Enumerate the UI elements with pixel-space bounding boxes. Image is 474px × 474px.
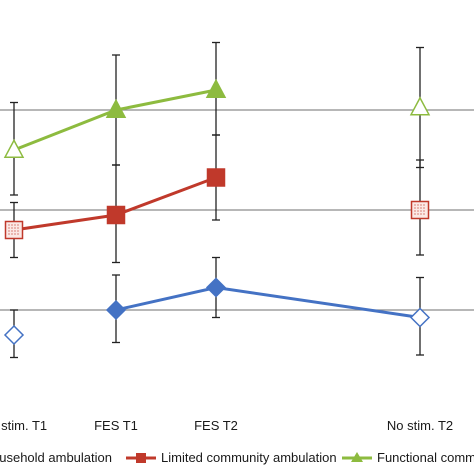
x-tick-label: No stim. T1 <box>0 418 47 433</box>
marker-texture-dot <box>8 230 10 232</box>
series-line <box>115 285 421 319</box>
marker-texture-dot <box>11 227 13 229</box>
marker-texture-dot <box>11 233 13 235</box>
data-point-marker <box>205 78 227 98</box>
data-point-marker <box>105 299 127 321</box>
series-layer <box>3 41 431 359</box>
x-tick-label: FES T1 <box>94 418 138 433</box>
legend-marker <box>351 452 363 462</box>
marker-texture-dot <box>11 230 13 232</box>
series-markers <box>3 78 431 346</box>
x-tick-label: FES T2 <box>194 418 238 433</box>
marker-texture-dot <box>423 210 425 212</box>
marker-texture-dot <box>423 204 425 206</box>
data-point-marker <box>106 205 126 225</box>
marker-texture-dot <box>420 213 422 215</box>
marker-texture-dot <box>420 204 422 206</box>
marker-texture-dot <box>17 227 19 229</box>
gridlines <box>0 109 474 311</box>
data-point-marker <box>206 168 226 187</box>
marker-texture-dot <box>420 207 422 209</box>
marker-texture-dot <box>17 230 19 232</box>
data-point-marker <box>3 138 25 158</box>
marker-texture-dot <box>17 233 19 235</box>
marker-texture-dot <box>414 207 416 209</box>
data-point-marker <box>3 324 25 346</box>
marker-texture-dot <box>414 204 416 206</box>
series-line <box>13 88 217 152</box>
marker-texture-dot <box>423 207 425 209</box>
marker-texture-dot <box>14 224 16 226</box>
marker-texture-dot <box>417 204 419 206</box>
marker-texture-dot <box>417 210 419 212</box>
data-point-marker <box>409 96 431 116</box>
marker-texture-dot <box>14 227 16 229</box>
legend: Household ambulation Limited community am… <box>0 450 474 465</box>
marker-texture-dot <box>414 210 416 212</box>
marker-texture-dot <box>14 233 16 235</box>
data-point-marker <box>105 98 127 118</box>
data-point-marker <box>410 200 430 220</box>
marker-texture-dot <box>417 213 419 215</box>
marker-texture-dot <box>11 224 13 226</box>
marker-texture-dot <box>17 224 19 226</box>
marker-texture-dot <box>423 213 425 215</box>
marker-texture-dot <box>420 210 422 212</box>
marker-texture-dot <box>8 224 10 226</box>
data-point-marker <box>4 220 24 240</box>
data-point-marker <box>409 307 431 328</box>
x-axis-tick-labels: No stim. T1 FES T1 FES T2 No stim. T2 <box>0 418 453 433</box>
legend-label: Functional community ambulation <box>377 450 474 465</box>
x-tick-label: No stim. T2 <box>387 418 453 433</box>
data-point-marker <box>205 277 227 298</box>
marker-texture-dot <box>417 207 419 209</box>
legend-label: Household ambulation <box>0 450 112 465</box>
marker-texture-dot <box>14 230 16 232</box>
marker-texture-dot <box>8 227 10 229</box>
legend-marker <box>136 453 146 463</box>
marker-texture-dot <box>414 213 416 215</box>
marker-texture-dot <box>8 233 10 235</box>
legend-label: Limited community ambulation <box>161 450 337 465</box>
